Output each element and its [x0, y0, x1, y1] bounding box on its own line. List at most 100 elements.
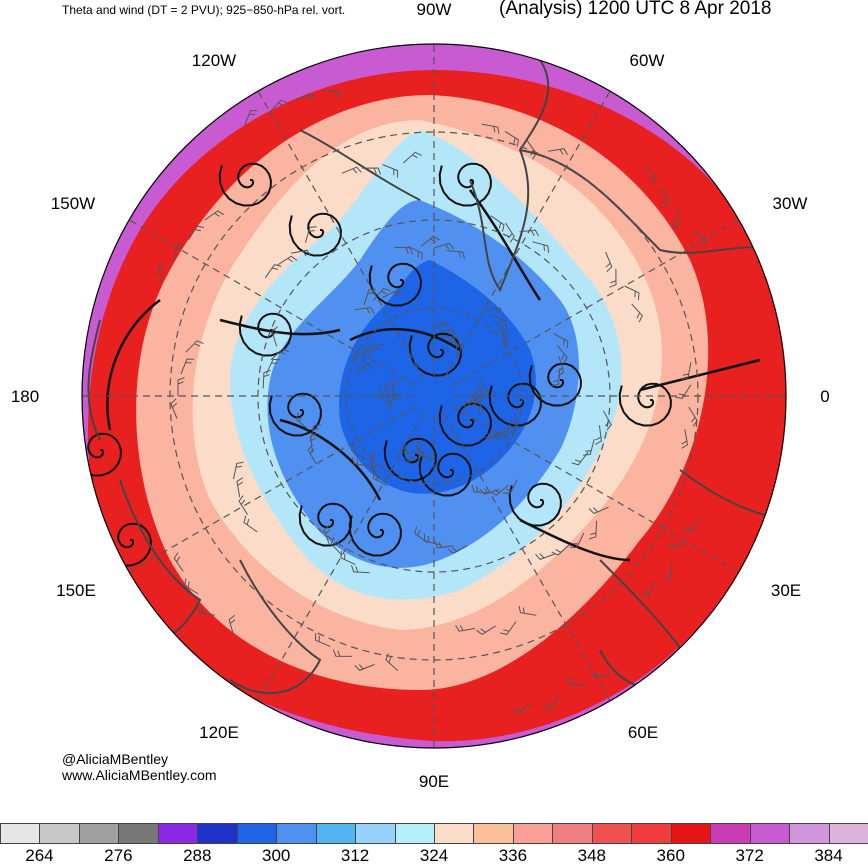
vorticity-swirl	[408, 332, 462, 377]
wind-barb	[323, 90, 343, 98]
wind-barb	[476, 625, 496, 636]
wind-barb	[323, 525, 331, 546]
wind-barb	[641, 580, 656, 597]
wind-barb	[434, 541, 454, 549]
wind-barb	[595, 425, 602, 445]
colorbar-swatch	[157, 823, 199, 844]
wind-barb	[473, 395, 484, 416]
wind-barb	[499, 420, 512, 437]
wind-barb	[624, 285, 640, 300]
colorbar-swatch	[118, 823, 159, 844]
colorbar-swatch	[434, 823, 475, 844]
vorticity-swirl	[288, 212, 342, 257]
wind-barb	[447, 544, 468, 554]
wind-barb	[551, 368, 561, 387]
colorbar-label: 336	[498, 846, 528, 865]
wind-barb	[504, 130, 520, 147]
wind-barb	[403, 454, 424, 463]
colorbar-swatch	[0, 823, 41, 844]
wind-barb	[664, 562, 673, 582]
wind-barb	[377, 388, 391, 407]
wind-barb	[269, 99, 288, 113]
wind-barb	[243, 515, 258, 533]
meridian-line	[443, 90, 611, 379]
wind-barb	[185, 340, 204, 353]
wind-barb	[414, 526, 428, 544]
wind-barb	[362, 345, 373, 364]
wind-barb	[354, 664, 375, 671]
map-border	[81, 43, 787, 749]
colorbar-swatch	[670, 823, 712, 844]
wind-barb	[391, 378, 399, 398]
colorbar-label: 300	[261, 846, 291, 865]
wind-barb	[661, 186, 670, 208]
wind-barb	[372, 287, 391, 302]
wind-barb	[489, 484, 509, 496]
wind-barb	[262, 369, 271, 389]
wind-barb	[483, 307, 504, 315]
credit-website: www.AliciaMBentley.com	[62, 767, 217, 783]
wind-barb	[367, 343, 384, 359]
lon-label-90e: 90E	[418, 772, 450, 791]
wind-barb	[481, 123, 500, 134]
colorbar-swatch	[394, 823, 435, 844]
wind-barb	[177, 377, 185, 396]
coastlines	[87, 59, 786, 694]
vorticity-swirl	[418, 452, 472, 497]
wind-barb	[236, 477, 244, 498]
meridian-line	[451, 405, 740, 573]
wind-barb	[354, 363, 374, 376]
wind-barb	[683, 519, 701, 533]
wind-barb	[265, 358, 281, 375]
colorbar-swatch	[789, 823, 830, 844]
vorticity-streak	[519, 518, 631, 562]
lon-label-60w: 60W	[629, 51, 665, 70]
wind-barb	[499, 621, 517, 636]
colorbar-label: 312	[340, 846, 370, 865]
colorbar-swatch	[552, 823, 593, 844]
wind-barb	[509, 413, 517, 434]
vorticity-swirl	[268, 392, 322, 437]
wind-barb	[307, 444, 317, 465]
vorticity-streak	[106, 299, 161, 431]
wind-barb	[681, 362, 692, 380]
wind-barb	[605, 251, 613, 272]
wind-barb	[394, 246, 413, 255]
vorticity-streak	[639, 358, 761, 392]
wind-barb	[384, 381, 392, 402]
vorticity-swirl	[438, 162, 492, 207]
vorticity-swirl	[368, 262, 422, 307]
wind-barb	[372, 471, 388, 487]
wind-barb	[173, 552, 184, 572]
wind-barb	[291, 249, 312, 257]
meridian-line	[128, 405, 417, 573]
lat-lon-grid	[82, 44, 786, 748]
colorbar-swatch	[355, 823, 396, 844]
wind-barb	[583, 438, 595, 456]
wind-barb	[382, 289, 403, 298]
lon-label-0: 0	[820, 387, 830, 406]
wind-barb	[314, 633, 331, 647]
wind-barb	[271, 326, 279, 347]
colorbar-label: 372	[735, 846, 764, 865]
wind-barb	[566, 677, 586, 687]
vorticity-swirl	[298, 502, 352, 547]
wind-barb	[502, 479, 518, 495]
lon-label-120e: 120E	[199, 723, 239, 742]
wind-barb	[461, 392, 477, 407]
wind-barb	[354, 306, 375, 314]
vorticity-contours	[82, 162, 761, 567]
wind-barb	[446, 250, 466, 259]
wind-barb	[430, 320, 451, 332]
wind-barb	[535, 553, 556, 560]
wind-barb	[588, 506, 609, 515]
colorbar-label: 288	[183, 846, 212, 865]
vorticity-streak	[468, 189, 542, 301]
wind-barb	[681, 428, 689, 449]
colorbar-swatch	[591, 823, 633, 844]
meridian-line	[257, 90, 425, 379]
meridian-line	[451, 219, 740, 387]
lon-label-180: 180	[10, 387, 40, 406]
wind-barb	[197, 605, 215, 616]
wind-barb	[188, 225, 205, 240]
